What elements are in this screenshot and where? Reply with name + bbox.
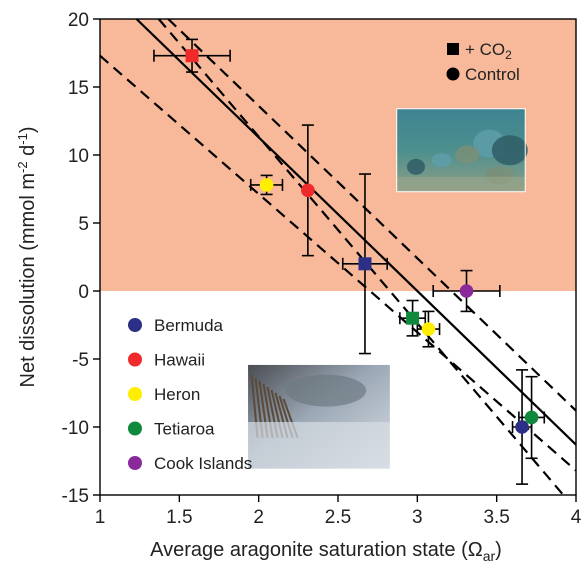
coral-head [431, 153, 452, 168]
y-axis-label-main: Net dissolution (mmol m [17, 173, 39, 388]
legend-control-label: Control [465, 65, 520, 84]
x-tick-label: 4 [571, 507, 582, 528]
data-point-heron-control [259, 178, 274, 192]
data-point-hawaii-control [301, 183, 315, 198]
legend-co2-square-icon [447, 43, 459, 55]
regression-line [135, 19, 576, 446]
confidence-line-steep [157, 19, 565, 495]
data-point-hawaii-co2 [185, 49, 199, 63]
data-point-bermuda-co2 [358, 257, 372, 271]
coral-head [491, 135, 528, 166]
x-tick-label: 1 [95, 507, 106, 528]
x-axis-label: Average aragonite saturation state (Ωar) [150, 539, 502, 562]
x-axis-label-subscript: ar [483, 548, 496, 562]
x-axis-label-main: Average aragonite saturation state (Ω [150, 539, 483, 561]
y-tick-label: -5 [72, 350, 89, 371]
y-axis-label: Net dissolution (mmol m-2 d-1) [15, 127, 39, 388]
legend-hawaii-label: Hawaii [154, 351, 205, 370]
coral-reef-photo-top [396, 108, 528, 193]
sand-floor [247, 422, 391, 470]
coral-reef-photo-bottom [247, 363, 391, 470]
y-axis-label-mid: d [17, 145, 39, 162]
y-tick-label: -10 [62, 418, 89, 439]
y-axis-label-sup1: -2 [15, 161, 30, 173]
legend-heron-label: Heron [154, 385, 200, 404]
coral-reef-photo-top-frame [396, 108, 526, 193]
y-tick-label: 5 [78, 214, 89, 235]
legend-co2-text: + CO [465, 40, 505, 59]
confidence-line-upper [167, 19, 576, 412]
legend-cook-islands-marker [128, 456, 142, 470]
legend-bermuda-label: Bermuda [154, 316, 224, 335]
x-tick-label: 3 [412, 507, 423, 528]
legend-tetiaroa-marker [128, 421, 142, 436]
y-tick-label: 20 [68, 10, 89, 31]
data-point-tetiaroa-co2 [406, 311, 420, 325]
legend-co2-label: + CO2 [465, 40, 512, 62]
coral-head [286, 374, 367, 407]
y-tick-label: -15 [62, 486, 89, 507]
legend-bermuda-marker [128, 318, 142, 332]
x-tick-label: 1.5 [166, 507, 192, 528]
x-tick-label: 2 [253, 507, 264, 528]
confidence-line-lower [100, 54, 576, 472]
coral-head [406, 158, 425, 175]
x-axis-label-end: ) [495, 539, 502, 561]
data-point-bermuda-control [515, 420, 529, 434]
data-point-heron-control [421, 322, 436, 336]
legend-tetiaroa-label: Tetiaroa [154, 420, 215, 439]
y-tick-label: 10 [68, 146, 89, 167]
data-point-tetiaroa-control [524, 410, 539, 425]
x-tick-label: 3.5 [483, 507, 509, 528]
coral-head [455, 145, 480, 164]
y-tick-label: 0 [78, 282, 89, 303]
coral-reef-photo-bottom-frame [247, 363, 391, 470]
data-point-cook-islands-control [459, 284, 474, 298]
legend-co2-subscript: 2 [505, 48, 512, 62]
x-tick-label: 2.5 [325, 507, 351, 528]
y-tick-label: 15 [68, 78, 89, 99]
legend-cook-islands-label: Cook Islands [154, 454, 252, 473]
y-axis-label-sup2: -1 [15, 133, 30, 145]
legend-control-circle-icon [446, 67, 460, 81]
y-axis-label-end: ) [17, 127, 39, 134]
reef-floor [396, 176, 526, 192]
legend-heron-marker [128, 387, 142, 401]
legend-hawaii-marker [128, 352, 142, 367]
